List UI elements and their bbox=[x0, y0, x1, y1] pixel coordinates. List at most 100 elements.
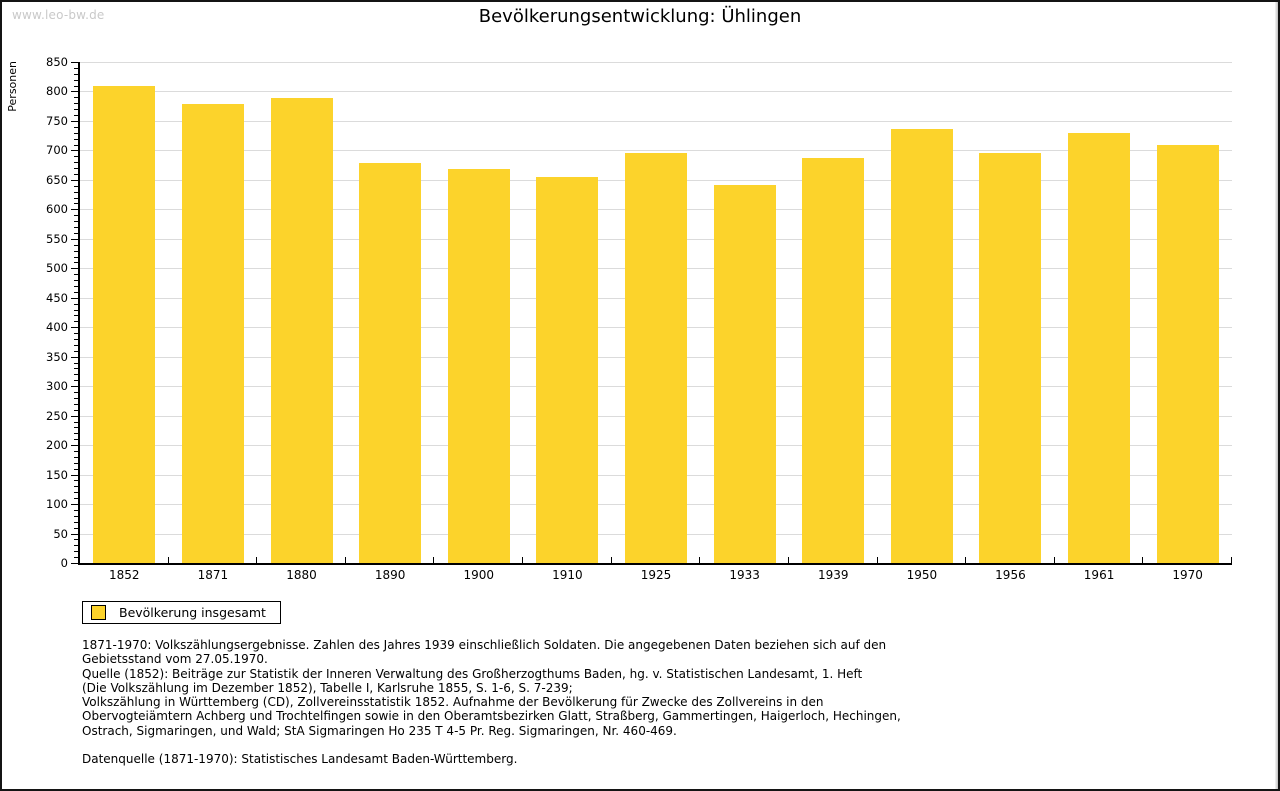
y-minor-tick bbox=[74, 303, 78, 305]
y-tick-label: 150 bbox=[46, 467, 68, 482]
y-major-tick bbox=[71, 356, 78, 358]
gridline bbox=[80, 150, 1232, 152]
y-minor-tick bbox=[74, 274, 78, 276]
y-minor-tick bbox=[74, 545, 78, 547]
y-major-tick bbox=[71, 120, 78, 122]
legend: Bevölkerung insgesamt bbox=[82, 601, 281, 624]
y-minor-tick bbox=[74, 144, 78, 146]
y-tick-label: 200 bbox=[46, 438, 68, 453]
x-tick-label: 1933 bbox=[729, 568, 760, 582]
y-minor-tick bbox=[74, 421, 78, 423]
watermark-text: www.leo-bw.de bbox=[12, 8, 105, 22]
x-tick-label: 1961 bbox=[1083, 568, 1115, 582]
x-boundary-tick bbox=[256, 557, 258, 563]
y-minor-tick bbox=[74, 427, 78, 429]
bar bbox=[979, 153, 1042, 563]
y-minor-tick bbox=[74, 333, 78, 335]
x-tick-label: 1880 bbox=[286, 568, 317, 582]
bar bbox=[93, 86, 156, 563]
y-minor-tick bbox=[74, 256, 78, 258]
y-minor-tick bbox=[74, 197, 78, 199]
y-tick-label: 50 bbox=[53, 526, 68, 541]
y-minor-tick bbox=[74, 156, 78, 158]
y-minor-tick bbox=[74, 173, 78, 175]
gridline bbox=[80, 91, 1232, 93]
footnote-line: 1871-1970: Volkszählungsergebnisse. Zahl… bbox=[82, 638, 887, 652]
footnote-line: Obervogteiämtern Achberg und Trochtelfin… bbox=[82, 709, 901, 724]
y-minor-tick bbox=[74, 97, 78, 99]
y-minor-tick bbox=[74, 433, 78, 435]
y-minor-tick bbox=[74, 168, 78, 170]
y-tick-label: 100 bbox=[46, 497, 68, 512]
bar bbox=[447, 169, 510, 563]
y-minor-tick bbox=[74, 203, 78, 205]
y-tick-label: 850 bbox=[46, 55, 68, 69]
footnote-line: Volkszählung in Württemberg (CD), Zollve… bbox=[82, 695, 824, 710]
y-minor-tick bbox=[74, 291, 78, 293]
footnote-line: (Die Volkszählung im Dezember 1852), Tab… bbox=[82, 680, 573, 695]
bar bbox=[536, 177, 599, 563]
bar bbox=[359, 163, 422, 563]
x-axis-line bbox=[78, 563, 1232, 565]
footnotes: 1871-1970: Volkszählungsergebnisse. Zahl… bbox=[82, 638, 912, 766]
y-minor-tick bbox=[74, 221, 78, 223]
y-minor-tick bbox=[74, 515, 78, 517]
y-major-tick bbox=[71, 91, 78, 93]
y-tick-label: 400 bbox=[46, 320, 68, 335]
bar bbox=[713, 185, 776, 563]
footnote-line: Gebietsstand vom 27.05.1970. bbox=[82, 652, 268, 667]
y-minor-tick bbox=[74, 362, 78, 364]
y-minor-tick bbox=[74, 344, 78, 346]
y-minor-tick bbox=[74, 456, 78, 458]
y-minor-tick bbox=[74, 380, 78, 382]
y-axis-line bbox=[78, 62, 80, 565]
bar bbox=[890, 129, 953, 563]
footnote-lines: 1871-1970: Volkszählungsergebnisse. Zahl… bbox=[82, 638, 912, 738]
legend-swatch-icon bbox=[91, 605, 106, 620]
x-boundary-tick bbox=[1142, 557, 1144, 563]
bar bbox=[1068, 133, 1131, 563]
y-minor-tick bbox=[74, 138, 78, 140]
y-minor-tick bbox=[74, 262, 78, 264]
y-minor-tick bbox=[74, 557, 78, 559]
y-minor-tick bbox=[74, 232, 78, 234]
y-tick-label: 800 bbox=[46, 84, 68, 99]
y-minor-tick bbox=[74, 280, 78, 282]
y-minor-tick bbox=[74, 403, 78, 405]
y-major-tick bbox=[71, 150, 78, 152]
plot-area: 0 50 100 150 200 250 300 350 400 450 500 550 600 650 7… bbox=[46, 55, 1232, 582]
y-major-tick bbox=[71, 238, 78, 240]
y-minor-tick bbox=[74, 85, 78, 87]
y-major-tick bbox=[71, 327, 78, 329]
y-minor-tick bbox=[74, 409, 78, 411]
y-minor-tick bbox=[74, 244, 78, 246]
legend-label: Bevölkerung insgesamt bbox=[119, 605, 266, 620]
y-minor-tick bbox=[74, 539, 78, 541]
y-major-tick bbox=[71, 209, 78, 211]
y-minor-tick bbox=[74, 451, 78, 452]
y-minor-tick bbox=[74, 527, 78, 529]
x-tick-label: 1852 bbox=[109, 568, 140, 582]
x-boundary-tick bbox=[610, 557, 612, 563]
y-tick-label: 450 bbox=[46, 290, 68, 305]
y-minor-tick bbox=[74, 315, 78, 317]
y-major-tick bbox=[71, 179, 78, 181]
y-major-tick bbox=[71, 415, 78, 417]
y-minor-tick bbox=[74, 439, 78, 441]
y-tick-label: 650 bbox=[46, 172, 68, 187]
y-minor-tick bbox=[74, 462, 78, 464]
x-boundary-tick bbox=[344, 557, 346, 563]
y-major-tick bbox=[71, 445, 78, 447]
bar bbox=[270, 98, 333, 563]
y-minor-tick bbox=[74, 109, 78, 111]
y-major-tick bbox=[71, 297, 78, 299]
x-boundary-tick bbox=[1231, 557, 1232, 563]
x-tick-label: 1890 bbox=[374, 568, 406, 582]
x-boundary-tick bbox=[433, 557, 435, 563]
y-major-tick bbox=[71, 504, 78, 506]
x-tick-label: 1910 bbox=[552, 568, 583, 582]
x-tick-label: 1871 bbox=[197, 568, 229, 582]
y-major-tick bbox=[71, 62, 78, 63]
x-boundary-tick bbox=[522, 557, 524, 563]
